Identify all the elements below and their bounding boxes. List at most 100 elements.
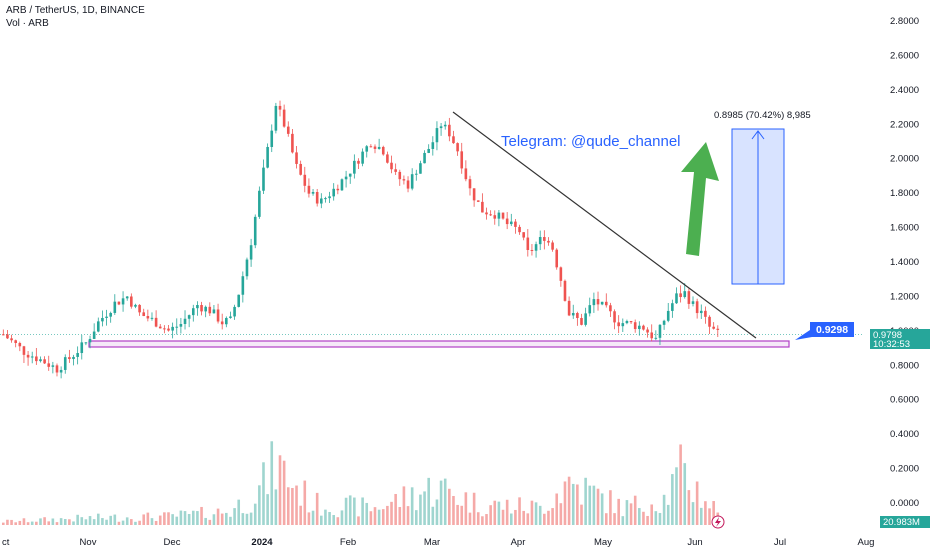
candle[interactable] [142, 312, 146, 317]
candle[interactable] [109, 312, 112, 317]
candle[interactable] [22, 346, 26, 355]
candle[interactable] [666, 310, 670, 321]
candle[interactable] [708, 316, 711, 327]
candle[interactable] [55, 365, 59, 373]
candle[interactable] [629, 320, 633, 323]
candle[interactable] [509, 221, 513, 225]
candle[interactable] [390, 162, 393, 170]
candle[interactable] [551, 242, 554, 250]
candle[interactable] [497, 212, 501, 219]
candle[interactable] [596, 299, 600, 305]
candle[interactable] [402, 179, 406, 181]
candle[interactable] [584, 313, 587, 325]
candle[interactable] [381, 146, 385, 155]
candle[interactable] [332, 188, 335, 197]
candle[interactable] [179, 323, 183, 327]
candle[interactable] [671, 303, 674, 311]
candle[interactable] [80, 342, 84, 354]
candle[interactable] [679, 293, 682, 298]
candle[interactable] [489, 214, 492, 216]
candle[interactable] [613, 311, 616, 323]
candle[interactable] [113, 301, 117, 313]
candle[interactable] [580, 318, 583, 325]
candle[interactable] [344, 176, 348, 180]
candle[interactable] [716, 328, 720, 330]
candle[interactable] [555, 249, 559, 268]
candle[interactable] [324, 198, 327, 200]
candle[interactable] [266, 146, 269, 168]
candle[interactable] [386, 154, 389, 163]
candle[interactable] [415, 173, 418, 175]
candle[interactable] [117, 301, 121, 305]
candle[interactable] [270, 130, 274, 147]
candle[interactable] [654, 337, 658, 339]
candle[interactable] [518, 226, 521, 233]
candle[interactable] [431, 142, 435, 149]
candle[interactable] [88, 338, 92, 343]
candle[interactable] [406, 180, 410, 189]
candle[interactable] [410, 174, 414, 189]
candle[interactable] [237, 294, 241, 307]
candle[interactable] [295, 152, 298, 164]
candle[interactable] [121, 298, 125, 305]
candle[interactable] [225, 317, 228, 325]
candle[interactable] [171, 326, 174, 331]
candle[interactable] [212, 309, 216, 314]
candle[interactable] [328, 196, 331, 199]
candle[interactable] [154, 317, 158, 327]
candle[interactable] [559, 267, 563, 281]
candle[interactable] [493, 215, 497, 219]
candle[interactable] [274, 105, 278, 131]
candle[interactable] [262, 167, 265, 191]
candle[interactable] [683, 291, 687, 298]
candle[interactable] [163, 328, 166, 330]
candle[interactable] [712, 326, 715, 329]
candle[interactable] [72, 356, 75, 360]
candle[interactable] [175, 326, 179, 328]
candle[interactable] [514, 221, 517, 227]
candle[interactable] [687, 291, 691, 304]
candle[interactable] [543, 237, 546, 241]
candle[interactable] [526, 237, 530, 250]
candle[interactable] [369, 146, 373, 148]
candle[interactable] [448, 124, 451, 137]
candle[interactable] [39, 359, 42, 362]
candle[interactable] [353, 160, 356, 174]
candle[interactable] [592, 299, 596, 306]
candle[interactable] [101, 317, 104, 322]
candle[interactable] [200, 305, 203, 312]
candle[interactable] [439, 126, 443, 129]
candle[interactable] [456, 143, 459, 152]
candle[interactable] [291, 133, 294, 153]
candle[interactable] [30, 356, 34, 358]
candle[interactable] [130, 296, 133, 307]
candle[interactable] [485, 212, 488, 215]
candle[interactable] [6, 334, 9, 339]
candle[interactable] [216, 309, 220, 322]
candle[interactable] [600, 301, 604, 305]
candle[interactable] [249, 245, 253, 260]
candle[interactable] [476, 200, 480, 202]
candle[interactable] [501, 212, 505, 219]
candle[interactable] [646, 329, 649, 333]
candle[interactable] [522, 232, 525, 238]
descending-trendline[interactable] [452, 111, 757, 339]
candle[interactable] [68, 357, 71, 360]
candle[interactable] [642, 325, 645, 330]
candle[interactable] [241, 276, 245, 295]
candle[interactable] [196, 305, 199, 309]
candle[interactable] [662, 320, 666, 325]
candle[interactable] [303, 174, 307, 186]
candle[interactable] [348, 173, 352, 177]
candle[interactable] [134, 304, 137, 307]
candle[interactable] [604, 301, 608, 306]
candle[interactable] [340, 179, 344, 191]
candle[interactable] [282, 109, 286, 127]
candle[interactable] [183, 318, 187, 324]
candle[interactable] [691, 301, 695, 304]
candle[interactable] [245, 259, 249, 277]
candle[interactable] [419, 163, 422, 174]
candle[interactable] [588, 305, 592, 314]
candle[interactable] [187, 315, 191, 319]
